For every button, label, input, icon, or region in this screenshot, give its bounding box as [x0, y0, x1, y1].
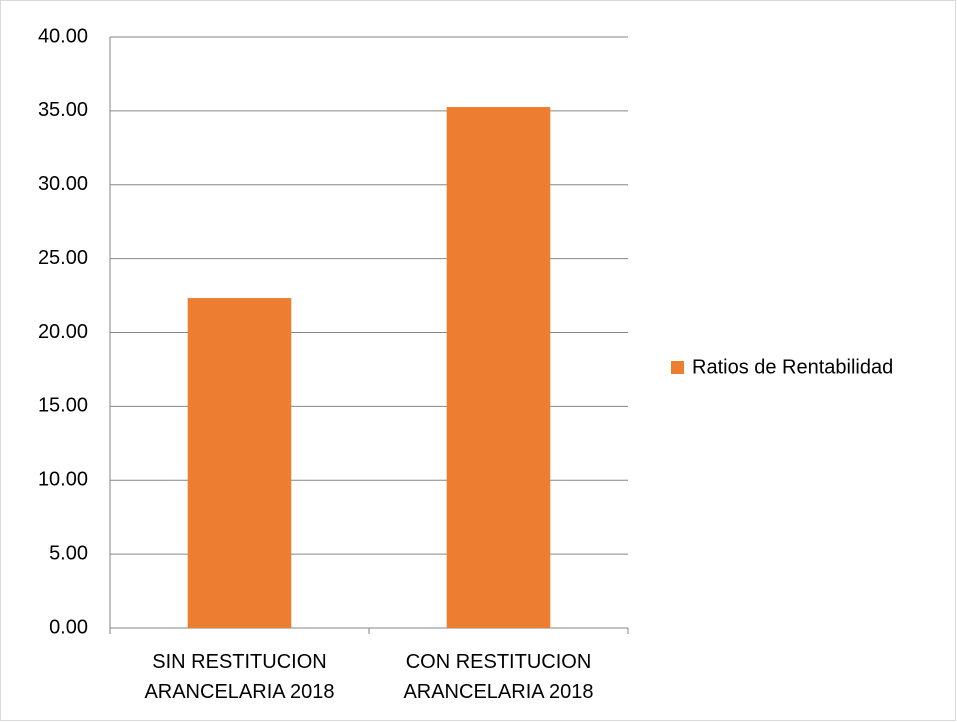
y-tick-label: 5.00: [49, 542, 88, 564]
y-tick-label: 0.00: [49, 616, 88, 638]
legend-swatch: [671, 361, 684, 374]
y-tick-label: 35.00: [38, 99, 88, 121]
legend-label: Ratios de Rentabilidad: [692, 356, 893, 378]
x-tick-label: SIN RESTITUCION ARANCELARIA 2018: [144, 651, 335, 703]
y-tick-label: 30.00: [38, 173, 88, 195]
x-tick-label: CON RESTITUCION ARANCELARIA 2018: [403, 651, 594, 703]
bar: [446, 107, 551, 628]
y-tick-label: 20.00: [38, 321, 88, 343]
y-tick-label: 40.00: [38, 25, 88, 47]
y-tick-label: 15.00: [38, 395, 88, 417]
bar: [187, 298, 292, 628]
y-tick-label: 25.00: [38, 247, 88, 269]
y-tick-label: 10.00: [38, 469, 88, 491]
